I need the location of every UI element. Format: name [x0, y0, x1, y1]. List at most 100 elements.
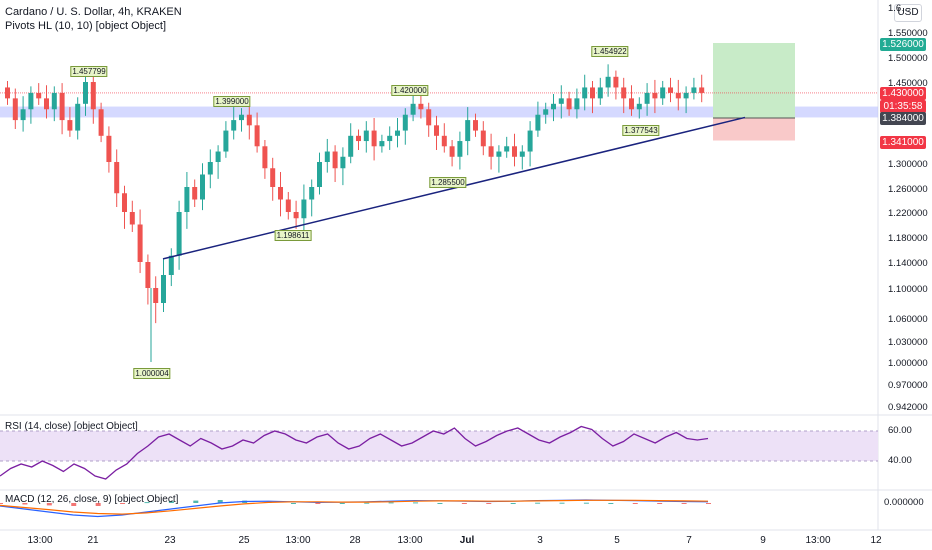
pivot-label: 1.377543: [622, 125, 660, 136]
candle-body: [98, 109, 104, 136]
target-zone: [713, 43, 795, 118]
candle-body: [75, 103, 81, 131]
candle-body: [317, 162, 322, 187]
macd-histogram-bar: [657, 503, 663, 504]
pivot-label: 1.399000: [213, 96, 251, 107]
candle-body: [106, 135, 112, 162]
macd-histogram-bar: [413, 502, 419, 504]
candle-body: [262, 146, 268, 169]
candle-body: [558, 98, 564, 104]
candle-body: [387, 135, 393, 142]
candle-body: [12, 98, 18, 121]
time-axis-label: 9: [760, 535, 766, 546]
candle-body: [660, 87, 666, 99]
candle-body: [488, 146, 494, 157]
candle-body: [668, 87, 673, 93]
candle-body: [184, 187, 190, 212]
price-axis-label: 1.100000: [888, 284, 928, 295]
pivot-label: 1.457799: [70, 66, 108, 77]
macd-histogram-bar: [290, 503, 296, 504]
candle-body: [114, 162, 120, 194]
rsi-axis-60: 60.00: [888, 425, 912, 436]
candle-body: [44, 98, 49, 110]
price-axis-label: 1.180000: [888, 233, 928, 244]
candle-body: [418, 103, 424, 110]
price-axis-label: 1.500000: [888, 53, 928, 64]
candle-body: [527, 130, 533, 152]
time-axis-label: 25: [238, 535, 250, 546]
entry-price-tag: 1.384000: [880, 112, 926, 125]
candle-body: [67, 120, 73, 131]
candle-body: [629, 98, 634, 110]
macd-histogram-bar: [486, 503, 492, 504]
candle-body: [83, 82, 88, 104]
symbol-title[interactable]: Cardano / U. S. Dollar, 4h, KRAKEN: [5, 6, 182, 18]
candle-body: [36, 92, 42, 99]
price-axis-label: 1.220000: [888, 208, 928, 219]
candle-body: [512, 146, 517, 157]
macd-histogram-bar: [193, 500, 199, 503]
macd-histogram-bar: [22, 503, 28, 505]
candle-body: [215, 151, 221, 162]
macd-histogram-bar: [46, 503, 52, 506]
candle-body: [395, 130, 400, 136]
candle-body: [293, 212, 299, 219]
macd-histogram-bar: [71, 503, 77, 506]
candle-body: [168, 255, 174, 275]
candle-body: [176, 212, 182, 256]
candle-body: [231, 120, 237, 131]
candle-body: [285, 199, 291, 212]
stop-price-tag: 1.341000: [880, 136, 926, 149]
price-axis-label: 1.140000: [888, 258, 928, 269]
candle-body: [449, 146, 455, 157]
price-axis-label: 0.942000: [888, 402, 928, 413]
candle-body: [691, 87, 697, 93]
candle-body: [340, 156, 346, 169]
candle-body: [597, 87, 603, 99]
candle-body: [278, 187, 283, 200]
macd-histogram-bar: [144, 502, 150, 504]
candle-body: [644, 92, 650, 104]
rsi-line: [0, 425, 709, 480]
candle-body: [551, 103, 556, 110]
macd-histogram-bar: [168, 501, 174, 503]
candle-body: [371, 130, 377, 147]
candle-body: [270, 168, 276, 187]
pivot-label: 1.198611: [274, 230, 312, 241]
macd-histogram-bar: [120, 503, 126, 504]
candle-body: [20, 109, 26, 121]
candle-body: [441, 135, 447, 147]
last-price-tag: 1.430000: [880, 87, 926, 100]
time-axis-label: 3: [537, 535, 543, 546]
time-axis-label: 5: [614, 535, 620, 546]
price-axis-label: 1.550000: [888, 28, 928, 39]
time-axis-label: 13:00: [805, 535, 831, 546]
candle-body: [543, 109, 549, 115]
candle-body: [324, 151, 330, 162]
candle-body: [200, 174, 205, 200]
candle-body: [574, 98, 580, 110]
support-zone: [0, 106, 878, 118]
currency-button[interactable]: USD: [894, 4, 922, 22]
candle-body: [457, 141, 463, 157]
price-axis-label: 1.300000: [888, 159, 928, 170]
target-price-tag: 1.526000: [880, 38, 926, 51]
rsi-band: [0, 431, 878, 461]
candle-body: [621, 87, 627, 99]
macd-histogram-bar: [583, 502, 589, 504]
candle-body: [192, 187, 198, 200]
rsi-legend[interactable]: RSI (14, close) [object Object]: [5, 421, 138, 432]
candle-body: [145, 262, 151, 288]
candle-body: [161, 275, 166, 303]
macd-legend[interactable]: MACD (12, 26, close, 9) [object Object]: [5, 494, 179, 505]
macd-histogram-bar: [681, 503, 687, 504]
time-axis-label: 23: [164, 535, 176, 546]
pivots-indicator-legend[interactable]: Pivots HL (10, 10) [object Object]: [5, 20, 166, 32]
candle-body: [504, 146, 510, 152]
candle-body: [207, 162, 213, 175]
candle-body: [636, 103, 642, 110]
price-axis-label: 1.000000: [888, 358, 928, 369]
candle-body: [239, 114, 244, 121]
macd-histogram-bar: [632, 503, 638, 504]
